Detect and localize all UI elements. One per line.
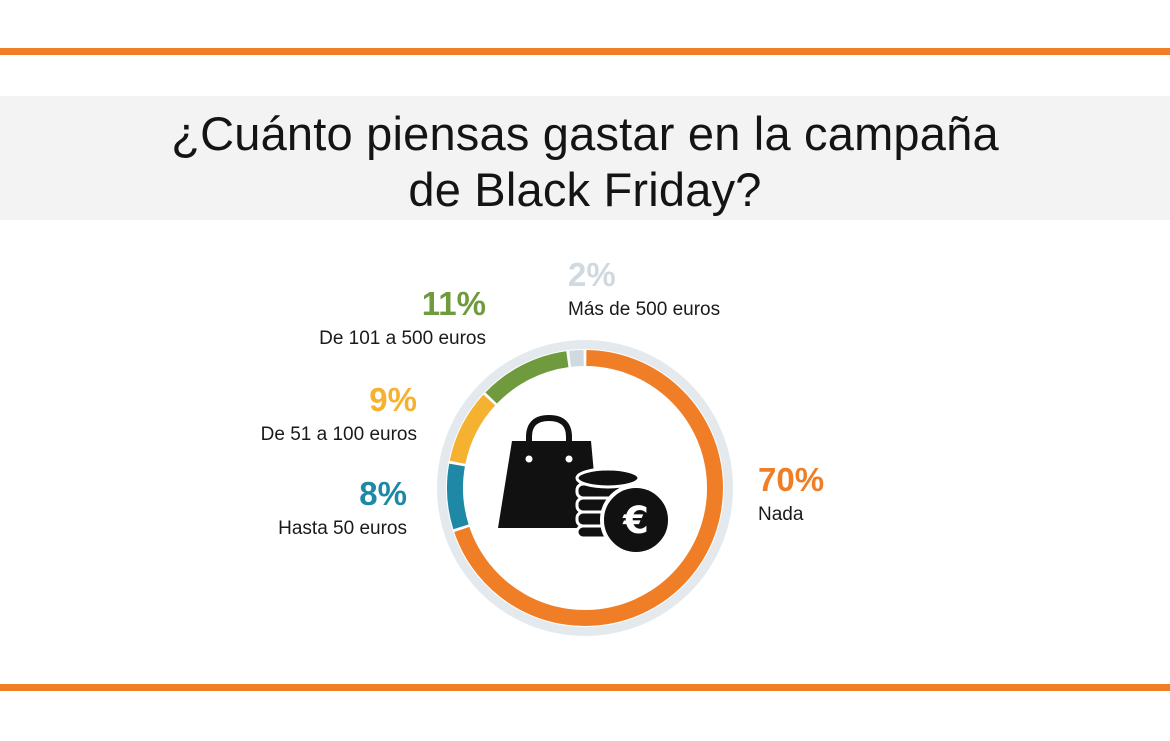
- slice-value-label: 8%: [359, 475, 407, 512]
- slice-value-label: 11%: [422, 285, 486, 322]
- top-accent-rule: [0, 48, 1170, 55]
- title-line-2: de Black Friday?: [408, 163, 762, 216]
- donut-slice: [569, 350, 584, 367]
- slice-category-label: Más de 500 euros: [568, 299, 720, 320]
- donut-slice: [454, 350, 723, 626]
- euro-coin: [600, 484, 672, 556]
- donut-slice: [447, 463, 469, 530]
- bag-handle: [526, 414, 572, 461]
- shopping-bag-coins-euro-icon: €: [498, 414, 672, 556]
- donut-slice: [485, 351, 569, 404]
- slice-labels: 70% Nada 8% Hasta 50 euros 9% De 51 a 100 eur…: [261, 256, 824, 539]
- slice-value-label: 70%: [758, 461, 824, 498]
- title-band: [0, 96, 1170, 220]
- donut-slice: [449, 394, 496, 465]
- slice-category-label: De 101 a 500 euros: [319, 328, 486, 349]
- bag-handle-hole-left: [525, 455, 533, 463]
- bottom-accent-rule: [0, 684, 1170, 691]
- euro-symbol: €: [622, 499, 649, 542]
- slice-category-label: Nada: [758, 504, 804, 525]
- slice-value-label: 9%: [369, 381, 417, 418]
- page-title: ¿Cuánto piensas gastar en la campaña de …: [0, 106, 1170, 218]
- slice-category-label: Hasta 50 euros: [278, 518, 407, 539]
- title-line-1: ¿Cuánto piensas gastar en la campaña: [171, 107, 999, 160]
- bag-handle-hole-right: [565, 455, 573, 463]
- slice-category-label: De 51 a 100 euros: [261, 424, 417, 445]
- slice-value-label: 2%: [568, 256, 616, 293]
- bag-body: [498, 441, 599, 528]
